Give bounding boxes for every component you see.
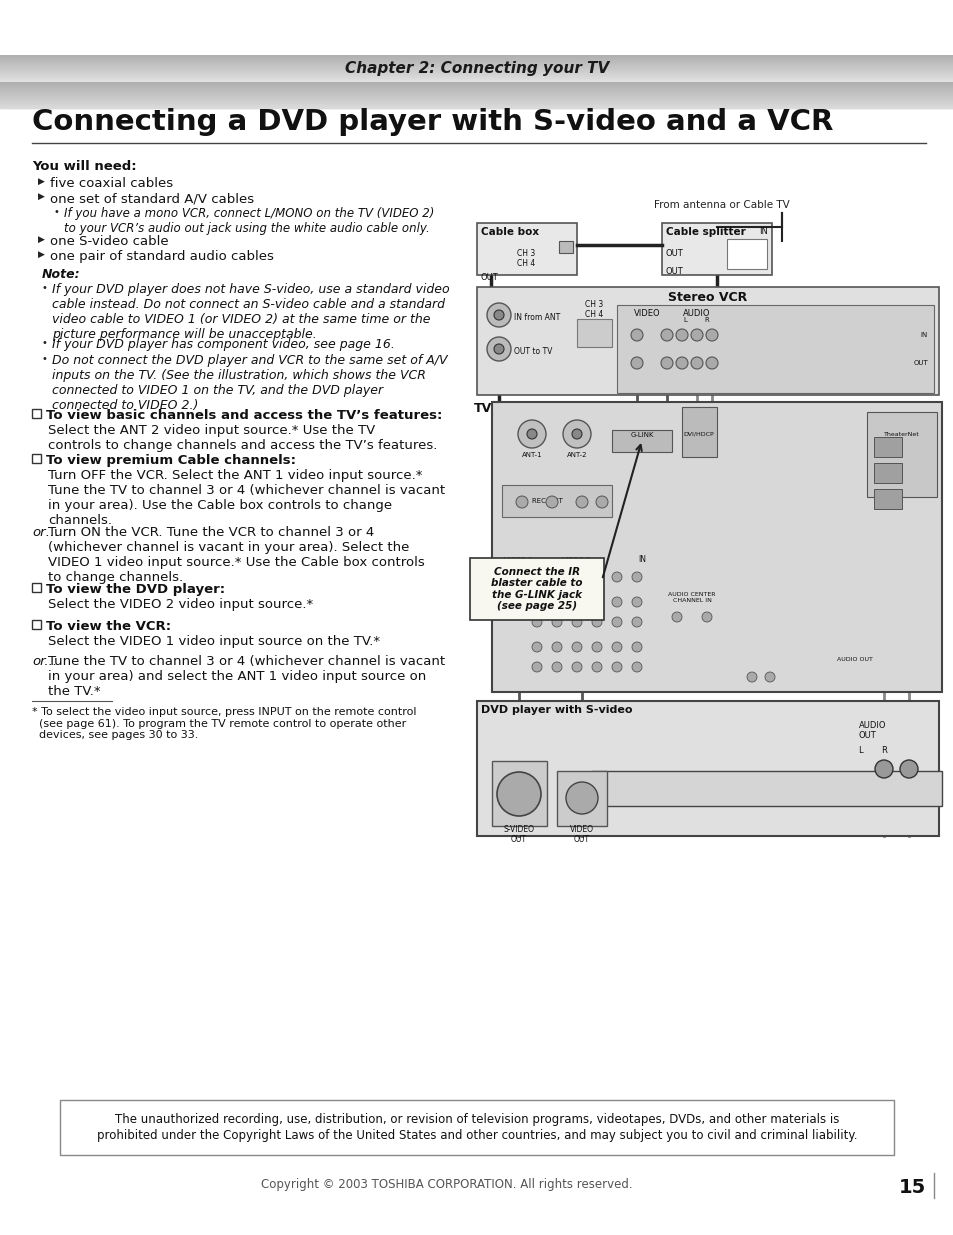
Bar	[32, 583, 41, 592]
Circle shape	[552, 642, 561, 652]
Text: AUDIO OUT: AUDIO OUT	[836, 657, 872, 662]
Text: Tune the TV to channel 3 or 4 (whichever channel is vacant
in your area) and sel: Tune the TV to channel 3 or 4 (whichever…	[48, 655, 445, 698]
Circle shape	[532, 597, 541, 606]
Circle shape	[592, 618, 601, 627]
Text: or…: or…	[32, 526, 59, 538]
Text: •: •	[42, 354, 48, 364]
Text: ▶: ▶	[38, 249, 45, 259]
Text: IN: IN	[759, 227, 767, 236]
Text: Connecting a DVD player with S-video and a VCR: Connecting a DVD player with S-video and…	[32, 107, 833, 136]
Text: ANT-1: ANT-1	[521, 452, 541, 458]
Text: If you have a mono VCR, connect L/MONO on the TV (VIDEO 2)
to your VCR’s audio o: If you have a mono VCR, connect L/MONO o…	[64, 207, 434, 235]
Circle shape	[660, 329, 672, 341]
Bar	[492, 761, 546, 826]
Circle shape	[532, 662, 541, 672]
Text: To view premium Cable channels:: To view premium Cable channels:	[46, 454, 295, 467]
Bar	[592, 771, 941, 806]
Circle shape	[576, 496, 587, 508]
Circle shape	[572, 618, 581, 627]
Circle shape	[552, 618, 561, 627]
Text: Select the VIDEO 1 video input source on the TV.*: Select the VIDEO 1 video input source on…	[48, 635, 379, 648]
Bar	[617, 305, 933, 393]
Text: TheaterNet: TheaterNet	[883, 432, 919, 437]
Text: S-VIDEO
OUT: S-VIDEO OUT	[503, 825, 534, 844]
Circle shape	[497, 772, 540, 816]
Circle shape	[552, 597, 561, 606]
Circle shape	[660, 357, 672, 369]
Circle shape	[705, 357, 718, 369]
Text: ANT-2: ANT-2	[566, 452, 587, 458]
Text: From antenna or Cable TV: From antenna or Cable TV	[654, 200, 789, 210]
Circle shape	[545, 496, 558, 508]
Circle shape	[612, 572, 621, 582]
Text: Cable box: Cable box	[480, 227, 538, 237]
Bar	[577, 319, 612, 347]
Bar	[661, 224, 771, 275]
Text: Do not connect the DVD player and VCR to the same set of A/V
inputs on the TV. (: Do not connect the DVD player and VCR to…	[52, 354, 447, 412]
Circle shape	[572, 662, 581, 672]
Text: one S-video cable: one S-video cable	[50, 235, 169, 248]
Circle shape	[671, 613, 681, 622]
Text: ▶: ▶	[38, 191, 45, 201]
Bar	[32, 454, 41, 463]
Circle shape	[532, 572, 541, 582]
Bar	[32, 409, 41, 417]
Circle shape	[552, 662, 561, 672]
Text: The unauthorized recording, use, distribution, or revision of television program: The unauthorized recording, use, distrib…	[96, 1114, 857, 1141]
Circle shape	[592, 642, 601, 652]
Bar	[476, 701, 938, 836]
Circle shape	[612, 618, 621, 627]
Circle shape	[631, 618, 641, 627]
Bar	[501, 485, 612, 517]
Circle shape	[612, 597, 621, 606]
Text: •: •	[42, 338, 48, 348]
Text: L: L	[682, 317, 686, 324]
Text: * To select the video input source, press INPUT on the remote control
  (see pag: * To select the video input source, pres…	[32, 706, 416, 740]
Text: VIDEO 1: VIDEO 1	[503, 557, 532, 563]
Text: ▶: ▶	[38, 235, 45, 245]
Text: Copyright © 2003 TOSHIBA CORPORATION. All rights reserved.: Copyright © 2003 TOSHIBA CORPORATION. Al…	[261, 1178, 632, 1191]
Circle shape	[562, 420, 590, 448]
Bar	[612, 430, 671, 452]
Text: To view the DVD player:: To view the DVD player:	[46, 583, 225, 597]
FancyBboxPatch shape	[470, 558, 603, 620]
Text: one set of standard A/V cables: one set of standard A/V cables	[50, 191, 253, 205]
Text: IN: IN	[920, 332, 927, 338]
Text: OUT to TV: OUT to TV	[514, 347, 552, 356]
Circle shape	[631, 597, 641, 606]
Text: G-LINK: G-LINK	[630, 432, 653, 438]
Text: Chapter 2: Connecting your TV: Chapter 2: Connecting your TV	[345, 61, 608, 77]
Circle shape	[572, 429, 581, 438]
Text: Connect the IR
blaster cable to
the G-LINK jack
(see page 25): Connect the IR blaster cable to the G-LI…	[491, 567, 582, 611]
Circle shape	[494, 310, 503, 320]
Circle shape	[631, 572, 641, 582]
Text: IN: IN	[563, 245, 573, 254]
Text: DVI/HDCP: DVI/HDCP	[683, 432, 714, 437]
Text: five coaxial cables: five coaxial cables	[50, 177, 172, 190]
Text: CH 3
CH 4: CH 3 CH 4	[517, 249, 535, 268]
Text: or...: or...	[32, 655, 57, 668]
Text: Note:: Note:	[42, 268, 81, 282]
Bar	[476, 224, 577, 275]
Text: DVD player with S-video: DVD player with S-video	[480, 705, 632, 715]
Text: Select the VIDEO 2 video input source.*: Select the VIDEO 2 video input source.*	[48, 598, 313, 611]
Text: VIDEO
OUT: VIDEO OUT	[569, 825, 594, 844]
Circle shape	[874, 760, 892, 778]
Circle shape	[526, 429, 537, 438]
Text: Turn OFF the VCR. Select the ANT 1 video input source.*
Tune the TV to channel 3: Turn OFF the VCR. Select the ANT 1 video…	[48, 469, 445, 527]
Text: VIDEO 2: VIDEO 2	[561, 557, 590, 563]
Circle shape	[486, 337, 511, 361]
Circle shape	[612, 662, 621, 672]
Text: To view basic channels and access the TV’s features:: To view basic channels and access the TV…	[46, 409, 442, 422]
Text: Select the ANT 2 video input source.* Use the TV
controls to change channels and: Select the ANT 2 video input source.* Us…	[48, 424, 436, 452]
Circle shape	[494, 345, 503, 354]
Text: 15: 15	[898, 1178, 925, 1197]
Circle shape	[532, 642, 541, 652]
Circle shape	[690, 357, 702, 369]
Text: You will need:: You will need:	[32, 161, 136, 173]
Text: ▶: ▶	[38, 177, 45, 186]
Text: R: R	[704, 317, 709, 324]
Text: •: •	[54, 207, 60, 217]
Text: OUT: OUT	[665, 267, 683, 275]
Bar	[32, 620, 41, 629]
